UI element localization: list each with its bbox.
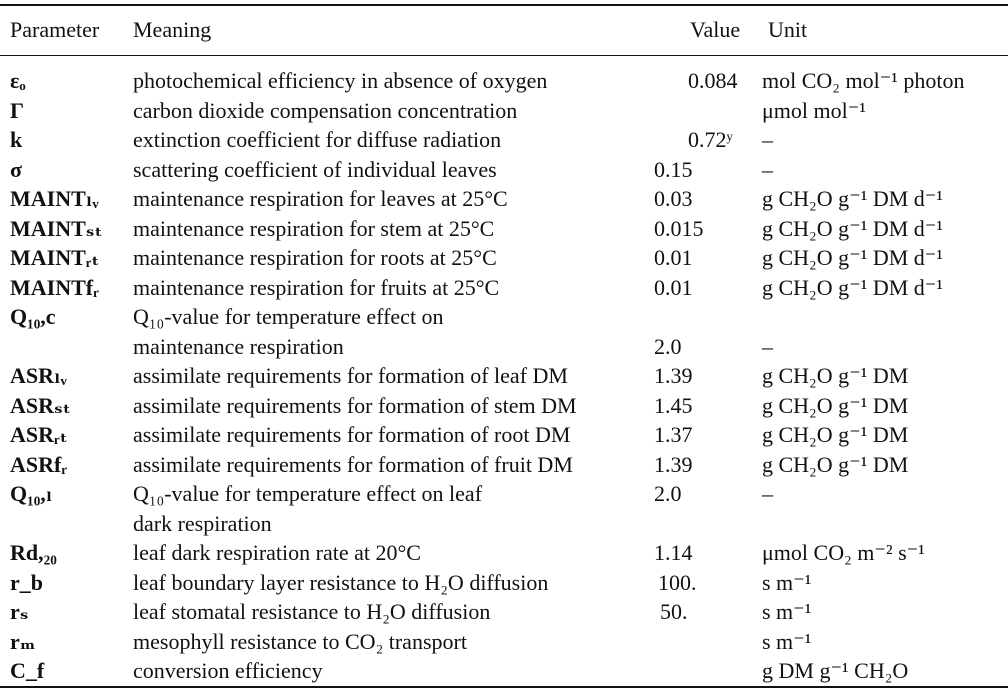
row-meaning: assimilate requirements for formation of… xyxy=(133,422,571,447)
row-meaning: scattering coefficient of individual lea… xyxy=(133,157,497,182)
table-bottom-rule xyxy=(0,686,1008,688)
row-value: 1.45 xyxy=(654,393,693,418)
header-parameter: Parameter xyxy=(10,17,100,42)
row-meaning: assimilate requirements for formation of… xyxy=(133,363,568,388)
row-value: 0.084 xyxy=(688,68,738,93)
row-unit: g CH₂O g⁻¹ DM d⁻¹ xyxy=(762,186,943,211)
row-meaning: maintenance respiration for fruits at 25… xyxy=(133,275,500,300)
row-parameter: ASRᵣₜ xyxy=(10,422,68,447)
row-unit: g CH₂O g⁻¹ DM xyxy=(762,452,909,477)
header-meaning: Meaning xyxy=(133,17,212,42)
header-value: Value xyxy=(690,17,741,42)
row-parameter: r_b xyxy=(10,570,43,595)
row-unit: – xyxy=(762,157,773,182)
row-parameter: C_f xyxy=(10,658,45,683)
row-value: 1.37 xyxy=(654,422,693,447)
row-meaning: leaf dark respiration rate at 20°C xyxy=(133,540,421,565)
row-value: 2.0 xyxy=(654,481,682,506)
row-meaning: assimilate requirements for formation of… xyxy=(133,393,577,418)
row-parameter: MAINTₛₜ xyxy=(10,216,103,241)
row-unit: s m⁻¹ xyxy=(762,570,812,595)
row-unit: μmol mol⁻¹ xyxy=(762,98,866,123)
row-meaning: Q₁₀-value for temperature effect on xyxy=(133,304,444,329)
row-parameter: ASRₛₜ xyxy=(10,393,71,418)
row-meaning: mesophyll resistance to CO₂ transport xyxy=(133,629,467,654)
row-unit: μmol CO₂ m⁻² s⁻¹ xyxy=(762,540,925,565)
header-unit: Unit xyxy=(768,17,808,42)
row-value: 1.39 xyxy=(654,452,693,477)
row-parameter: Q₁₀,ₗ xyxy=(10,481,53,506)
row-value: 0.01 xyxy=(654,275,693,300)
row-unit: g DM g⁻¹ CH₂O xyxy=(762,658,909,683)
row-parameter: rₛ xyxy=(10,599,29,624)
row-unit: s m⁻¹ xyxy=(762,629,812,654)
row-value: 2.0 xyxy=(654,334,682,359)
row-parameter: σ xyxy=(10,157,22,182)
row-parameter: ASRfᵣ xyxy=(10,452,67,477)
row-meaning: leaf stomatal resistance to H₂O diffusio… xyxy=(133,599,491,624)
row-parameter: Rd,₂₀ xyxy=(10,540,57,565)
row-unit: mol CO₂ mol⁻¹ photon xyxy=(762,68,965,93)
row-unit: g CH₂O g⁻¹ DM xyxy=(762,393,909,418)
row-value: 0.015 xyxy=(654,216,704,241)
row-parameter: MAINTᵣₜ xyxy=(10,245,100,270)
row-meaning: carbon dioxide compensation concentratio… xyxy=(133,98,518,123)
row-parameter: Γ xyxy=(10,98,24,123)
row-value: 1.39 xyxy=(654,363,693,388)
row-unit: s m⁻¹ xyxy=(762,599,812,624)
row-meaning: assimilate requirements for formation of… xyxy=(133,452,573,477)
row-parameter: MAINTₗᵥ xyxy=(10,186,99,211)
table-header-rule xyxy=(0,55,1008,56)
row-parameter: rₘ xyxy=(10,629,36,654)
row-value: 1.14 xyxy=(654,540,693,565)
row-parameter: k xyxy=(10,127,23,152)
row-unit: g CH₂O g⁻¹ DM xyxy=(762,363,909,388)
row-meaning: maintenance respiration for stem at 25°C xyxy=(133,216,495,241)
row-unit: g CH₂O g⁻¹ DM d⁻¹ xyxy=(762,245,943,270)
row-parameter: ASRₗᵥ xyxy=(10,363,68,388)
row-meaning: conversion efficiency xyxy=(133,658,323,683)
row-parameter: εₒ xyxy=(10,68,26,93)
row-value: 0.72ʸ xyxy=(688,127,734,152)
row-value: 0.15 xyxy=(654,157,693,182)
row-parameter: Q₁₀,c xyxy=(10,304,56,329)
row-meaning: maintenance respiration for leaves at 25… xyxy=(133,186,508,211)
row-value: 0.03 xyxy=(654,186,693,211)
row-meaning: maintenance respiration xyxy=(133,334,344,359)
row-meaning: dark respiration xyxy=(133,511,272,536)
row-value: 100. xyxy=(658,570,697,595)
row-value: 0.01 xyxy=(654,245,693,270)
row-meaning: maintenance respiration for roots at 25°… xyxy=(133,245,497,270)
row-parameter: MAINTfᵣ xyxy=(10,275,99,300)
row-meaning: Q₁₀-value for temperature effect on leaf xyxy=(133,481,483,506)
row-unit: – xyxy=(762,334,773,359)
row-value: 50. xyxy=(660,599,688,624)
row-unit: – xyxy=(762,481,773,506)
row-meaning: extinction coefficient for diffuse radia… xyxy=(133,127,502,152)
row-unit: g CH₂O g⁻¹ DM d⁻¹ xyxy=(762,216,943,241)
row-unit: g CH₂O g⁻¹ DM xyxy=(762,422,909,447)
row-meaning: photochemical efficiency in absence of o… xyxy=(133,68,548,93)
row-unit: – xyxy=(762,127,773,152)
row-unit: g CH₂O g⁻¹ DM d⁻¹ xyxy=(762,275,943,300)
table-top-rule xyxy=(0,4,1008,6)
row-meaning: leaf boundary layer resistance to H₂O di… xyxy=(133,570,549,595)
